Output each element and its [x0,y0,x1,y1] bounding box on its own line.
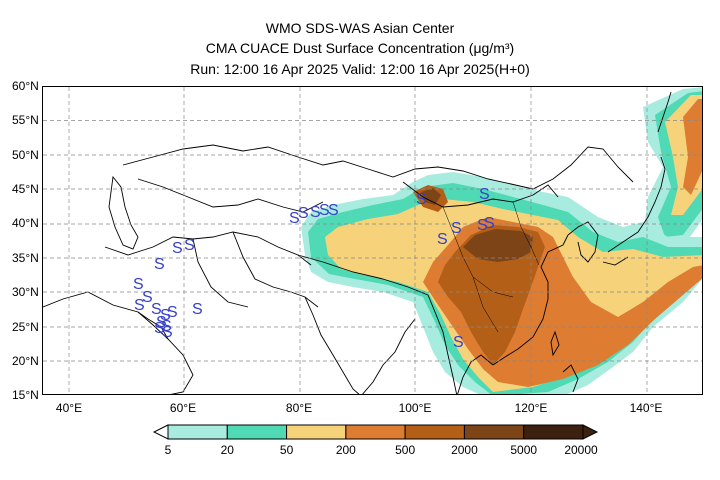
station-marker-s: S [184,237,195,254]
colorbar-tick-label: 50 [280,443,294,457]
contour-2000-5000 [463,229,533,262]
station-marker-s: S [160,307,171,324]
colorbar-swatch [463,424,525,440]
colorbar-tick-label: 500 [395,443,415,457]
lon-label: 100°E [398,401,432,415]
lon-label: 60°E [169,401,197,415]
station-marker-s: S [453,334,464,351]
station-marker-s: S [328,202,339,219]
station-marker-s: S [162,324,173,341]
station-marker-s: S [289,210,300,227]
lat-label: 30°N [12,285,39,299]
station-marker-s: S [161,318,172,335]
station-marker-s: S [154,256,165,273]
station-marker-s: S [151,301,162,318]
country-borders [43,91,672,394]
colorbar-max-arrow [582,424,599,440]
station-marker-s: S [156,314,167,331]
contour-2000-5000 [421,188,441,205]
lat-label: 45°N [12,182,39,196]
lon-label: 80°E [285,401,313,415]
station-marker-s: S [298,205,309,222]
lat-label: 60°N [12,79,39,93]
station-marker-s: S [134,297,145,314]
station-marker-s: S [172,240,183,257]
run-valid-time: Run: 12:00 16 Apr 2025 Valid: 12:00 16 A… [190,61,530,77]
station-marker-s: S [484,215,495,232]
lon-label: 40°E [55,401,83,415]
station-marker-s: S [451,220,462,237]
map-subtitle: CMA CUACE Dust Surface Concentration (μg… [205,40,515,56]
graticule [43,87,702,394]
station-marker-s: S [437,231,448,248]
station-marker-s: S [416,191,427,208]
station-marker-s: S [154,320,165,337]
station-marker-s: S [479,186,490,203]
map-title: WMO SDS-WAS Asian Center [265,20,455,36]
colorbar-swatch [404,424,465,440]
colorbar-min-arrow [152,424,169,440]
colorbar-tick-label: 2000 [451,443,478,457]
colorbar-tick-label: 20 [221,443,235,457]
lat-label: 40°N [12,216,39,230]
dust-contours [301,87,702,394]
lat-label: 15°N [12,388,39,402]
lat-label: 55°N [12,113,39,127]
station-marker-s: S [319,202,330,219]
station-marker-s: S [167,304,178,321]
lat-label: 25°N [12,320,39,334]
colorbar-tick-label: 5000 [510,443,537,457]
lon-label: 120°E [514,401,548,415]
station-marker-s: S [142,289,153,306]
colorbar-swatch [523,424,584,440]
lat-label: 35°N [12,251,39,265]
station-marker-s: S [133,276,144,293]
colorbar-swatch [226,424,288,440]
colorbar-swatch [167,424,228,440]
station-marker-s: S [310,204,321,221]
lat-label: 20°N [12,354,39,368]
colorbar-swatch [286,424,347,440]
contour-200-500 [683,99,702,195]
colorbar-swatch [345,424,406,440]
colorbar-tick-label: 5 [165,443,172,457]
lon-label: 140°E [629,401,663,415]
station-marker-s: S [192,301,203,318]
station-marker-s: S [477,217,488,234]
colorbar-tick-label: 20000 [564,443,598,457]
colorbar-tick-label: 200 [336,443,356,457]
lat-label: 50°N [12,148,39,162]
